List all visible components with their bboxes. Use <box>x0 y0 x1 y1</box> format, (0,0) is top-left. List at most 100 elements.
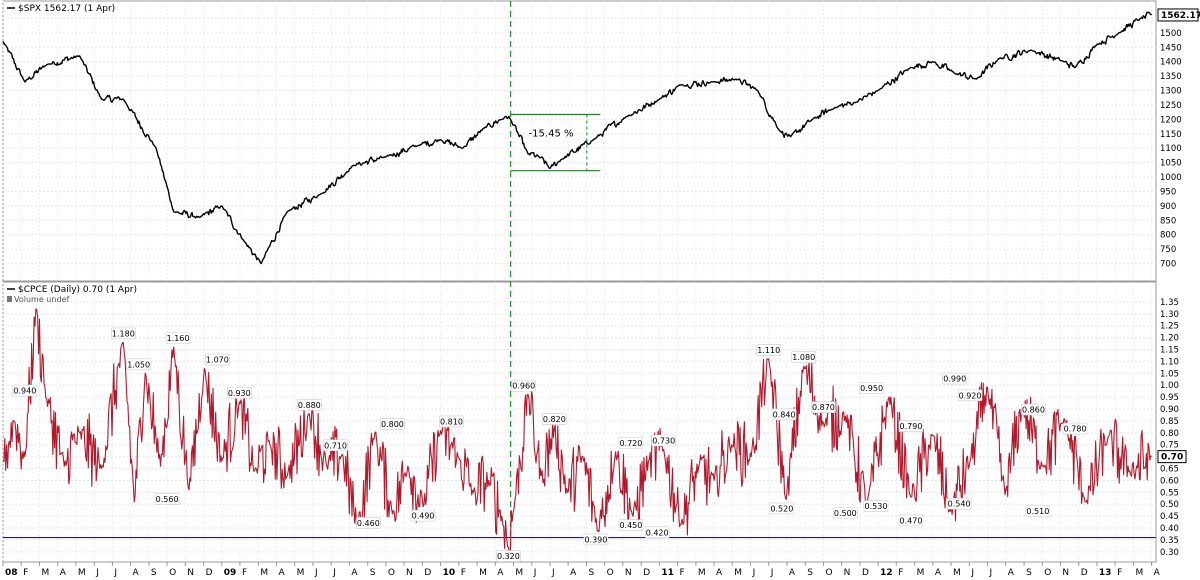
x-tick-label: M <box>42 568 50 578</box>
cpce-y-tick-label: 1.15 <box>1160 346 1179 356</box>
x-tick-label: M <box>1135 568 1143 578</box>
x-tick-label: N <box>187 568 194 578</box>
spx-y-tick-label: 1250 <box>1160 101 1182 111</box>
spx-y-tick-label: 1150 <box>1160 130 1182 140</box>
spx-y-tick-label: 1000 <box>1160 173 1182 183</box>
x-tick-label: O <box>388 568 395 578</box>
cpce-data-label: 0.490 <box>412 512 435 521</box>
cpce-data-label: 0.840 <box>773 410 796 419</box>
cpce-data-label-box <box>542 413 567 425</box>
cpce-data-label-box <box>833 507 858 520</box>
x-tick-label: M <box>515 568 523 578</box>
cpce-data-label-box <box>942 372 968 385</box>
cpce-y-tick-label: 1.00 <box>1160 381 1179 391</box>
cpce-y-axis: 0.300.350.400.450.500.550.600.650.700.75… <box>1160 298 1179 558</box>
cpce-data-label-box <box>111 327 136 340</box>
x-tick-label: A <box>716 568 723 578</box>
cpce-data-label: 1.160 <box>167 334 190 343</box>
cpce-data-label-box <box>410 509 436 522</box>
spx-y-tick-label: 1100 <box>1160 144 1182 154</box>
x-tick-label: J <box>752 568 756 578</box>
x-tick-label: 10 <box>443 568 456 578</box>
x-tick-label: D <box>643 568 650 578</box>
cpce-data-label: 0.790 <box>900 422 923 431</box>
cpce-data-label-box <box>226 387 252 399</box>
cpce-data-label-box <box>154 493 180 505</box>
cpce-data-label: 1.180 <box>112 329 135 338</box>
cpce-data-label-box <box>583 533 609 546</box>
cpce-data-label: 1.050 <box>127 360 150 369</box>
cpce-data-label-box <box>771 408 797 421</box>
cpce-y-tick-label: 0.85 <box>1160 417 1179 427</box>
x-tick-label: F <box>1117 568 1122 578</box>
cpce-last-value-box <box>1157 450 1187 464</box>
spx-y-tick-label: 750 <box>1160 245 1176 255</box>
spx-series-line <box>2 11 1153 265</box>
cpce-data-label-box <box>859 382 884 394</box>
x-tick-label: S <box>807 568 813 578</box>
cpce-data-labels: 0.940 1.180 1.050 1.160 0.560 1.070 0.930 0.880… <box>12 327 1088 562</box>
cpce-data-label: 0.800 <box>381 420 404 429</box>
cpce-data-label-box <box>618 519 644 531</box>
x-tick-label: J <box>113 568 117 578</box>
cpce-y-tick-label: 1.35 <box>1160 298 1179 308</box>
x-tick-label: A <box>1154 568 1161 578</box>
x-tick-label: M <box>698 568 706 578</box>
drawdown-annotation: -15.45 % <box>510 113 601 172</box>
cpce-y-tick-label: 0.55 <box>1160 488 1179 498</box>
cpce-data-label-box <box>791 351 817 363</box>
cpce-data-label-box <box>957 389 983 402</box>
cpce-data-label: 0.450 <box>619 521 642 530</box>
x-tick-label: N <box>844 568 851 578</box>
x-tick-label: D <box>1081 568 1088 578</box>
spx-y-tick-label: 800 <box>1160 231 1176 241</box>
x-tick-label: D <box>862 568 869 578</box>
x-tick-label: J <box>533 568 537 578</box>
x-tick-label: 12 <box>880 568 893 578</box>
cpce-title: $CPCE (Daily) 0.70 (1 Apr) <box>18 285 137 295</box>
x-tick-label: F <box>23 568 28 578</box>
spx-grid <box>2 1 1156 281</box>
spx-last-value: 1562.17 <box>1161 11 1200 21</box>
cpce-data-label-box <box>651 434 677 447</box>
x-tick-label: S <box>1026 568 1032 578</box>
cpce-data-label-box <box>898 514 924 527</box>
cpce-y-tick-label: 0.30 <box>1160 548 1179 558</box>
cpce-data-label: 1.080 <box>792 353 815 362</box>
x-tick-label: D <box>424 568 431 578</box>
x-tick-label: 11 <box>661 568 674 578</box>
x-tick-label: A <box>1008 568 1015 578</box>
x-tick-label: M <box>917 568 925 578</box>
x-tick-label: M <box>953 568 961 578</box>
cpce-data-label: 0.470 <box>900 516 923 525</box>
spx-y-tick-label: 1450 <box>1160 43 1182 53</box>
x-tick-label: M <box>734 568 742 578</box>
cpce-data-label-box <box>296 398 322 411</box>
cpce-y-tick-label: 1.30 <box>1160 310 1179 320</box>
cpce-data-label: 0.510 <box>1026 507 1049 516</box>
spx-y-tick-label: 950 <box>1160 187 1176 197</box>
cpce-data-label-box <box>439 415 464 428</box>
cpce-y-tick-label: 0.45 <box>1160 512 1179 522</box>
x-tick-label: J <box>770 568 774 578</box>
x-tick-label: A <box>278 568 285 578</box>
x-tick-label: A <box>60 568 67 578</box>
cpce-y-tick-label: 0.35 <box>1160 536 1179 546</box>
cpce-data-label: 0.320 <box>497 552 520 561</box>
x-tick-label: J <box>95 568 99 578</box>
x-tick-label: N <box>406 568 413 578</box>
cpce-data-label: 0.530 <box>865 502 888 511</box>
x-tick-label: O <box>607 568 614 578</box>
x-tick-label: J <box>989 568 993 578</box>
cpce-data-label-box <box>1062 422 1088 435</box>
cpce-data-label: 0.820 <box>543 415 566 424</box>
spx-y-tick-label: 1350 <box>1160 72 1182 82</box>
volume-icon <box>7 296 12 302</box>
cpce-y-tick-label: 0.80 <box>1160 429 1179 439</box>
cpce-last-value: 0.70 <box>1161 453 1183 463</box>
cpce-data-label-box <box>769 502 795 515</box>
cpce-data-label: 0.990 <box>943 375 966 384</box>
cpce-y-tick-label: 1.10 <box>1160 357 1179 367</box>
